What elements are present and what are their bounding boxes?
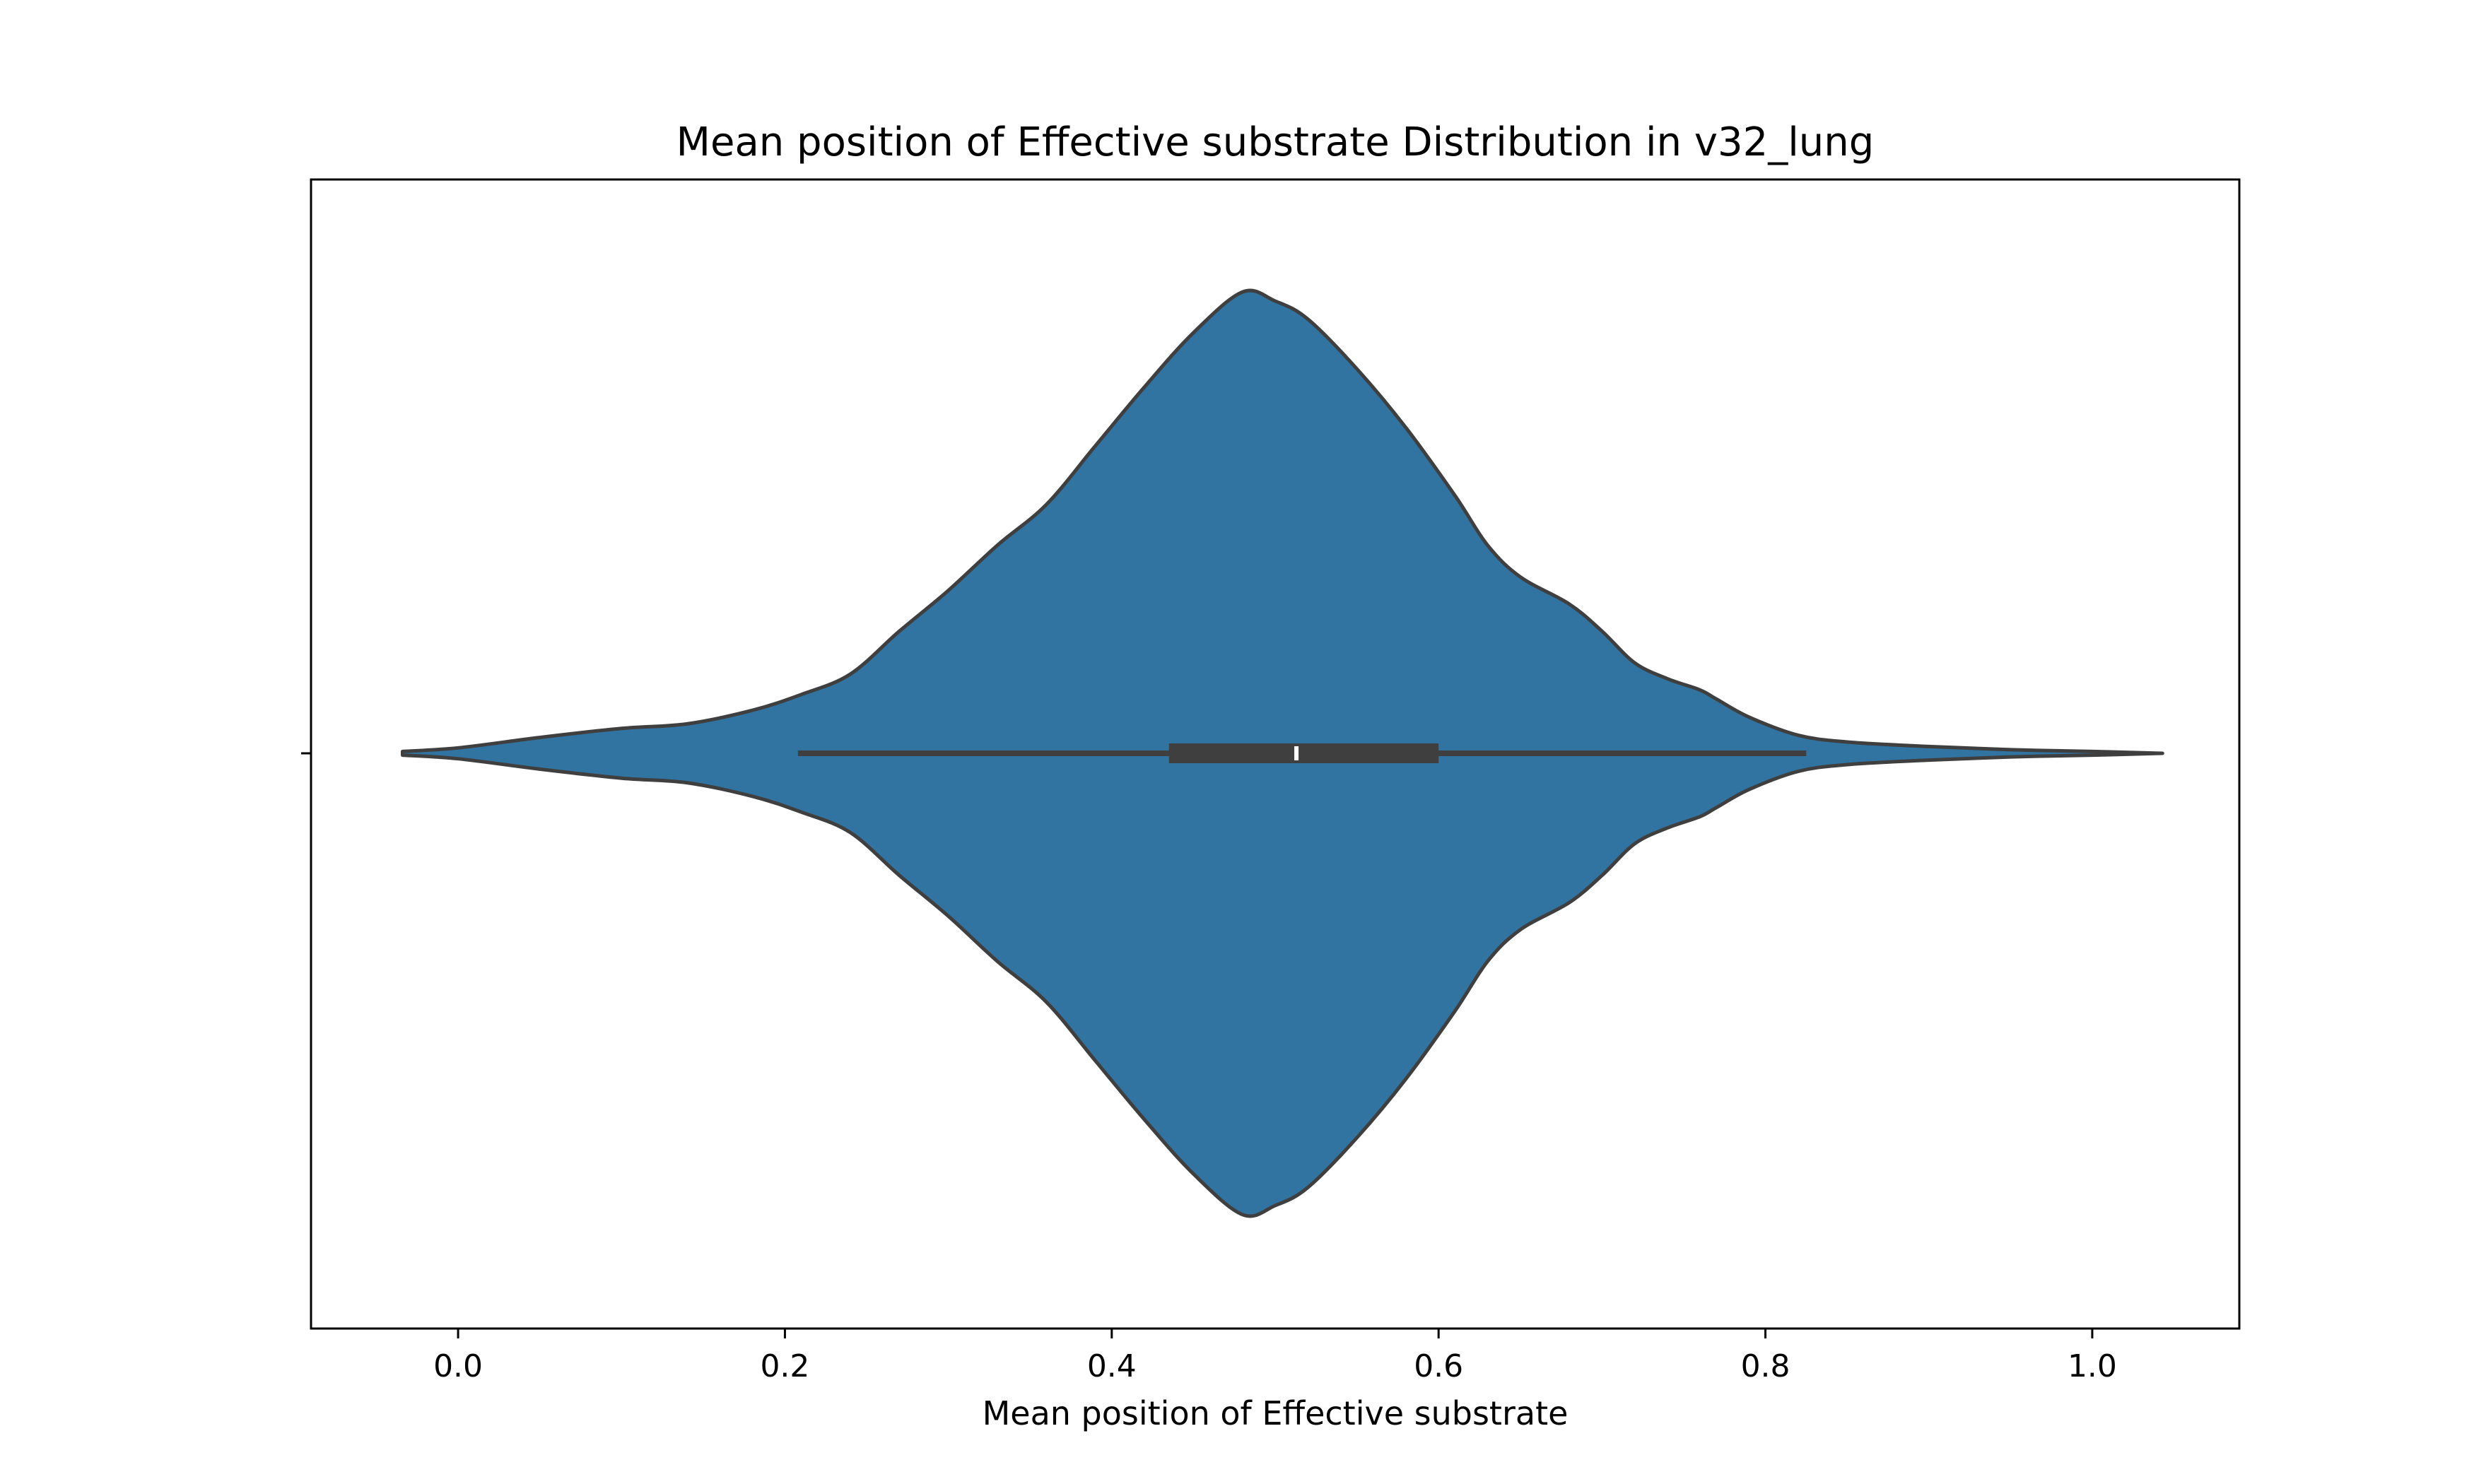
x-tick-label: 0.8 xyxy=(1741,1348,1790,1384)
iqr-box xyxy=(1168,743,1439,763)
box-layer xyxy=(797,743,1807,763)
chart-title: Mean position of Effective substrate Dis… xyxy=(676,119,1875,165)
x-axis-ticks: 0.0 0.2 0.4 0.6 0.8 1.0 xyxy=(433,1329,2117,1384)
x-tick-label: 1.0 xyxy=(2068,1348,2117,1384)
x-tick-label: 0.0 xyxy=(433,1348,483,1384)
x-tick-label: 0.2 xyxy=(760,1348,809,1384)
x-tick-label: 0.6 xyxy=(1414,1348,1463,1384)
x-axis-label: Mean position of Effective substrate xyxy=(983,1394,1569,1432)
x-tick-label: 0.4 xyxy=(1087,1348,1137,1384)
